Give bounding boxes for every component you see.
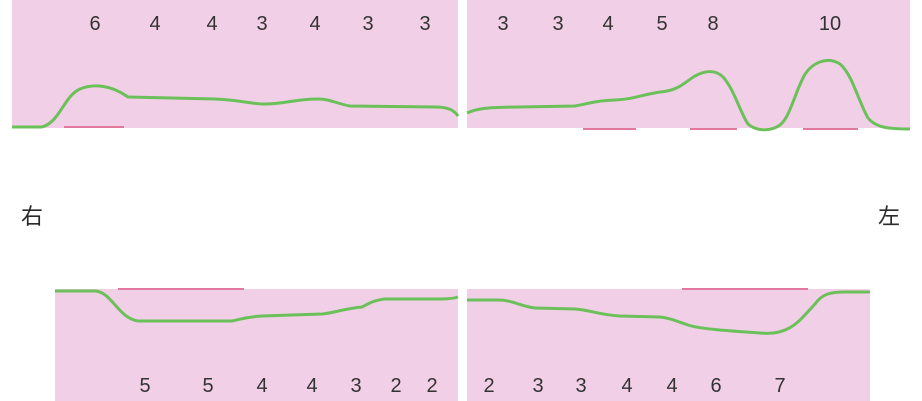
upper-right-number-4: 3 xyxy=(256,13,267,35)
panel-background xyxy=(12,0,458,128)
lower-right-number-5: 3 xyxy=(350,375,361,397)
lower-left-number-1: 2 xyxy=(483,375,494,397)
upper-right-number-6: 3 xyxy=(362,13,373,35)
upper-left-number-2: 3 xyxy=(552,13,563,35)
upper-right-number-5: 4 xyxy=(309,13,320,35)
panel-lower-left: 2 3 3 4 4 6 7 xyxy=(467,288,870,401)
lower-right-number-4: 4 xyxy=(306,375,317,397)
upper-left-number-4: 5 xyxy=(656,13,667,35)
lower-left-number-4: 4 xyxy=(621,375,632,397)
upper-left-number-5: 8 xyxy=(707,13,718,35)
upper-right-number-3: 4 xyxy=(206,13,217,35)
lower-right-number-6: 2 xyxy=(390,375,401,397)
panel-upper-right: 6 4 4 3 4 3 3 xyxy=(12,0,460,129)
upper-left-number-6: 10 xyxy=(819,13,841,35)
lower-left-number-2: 3 xyxy=(532,375,543,397)
upper-left-number-3: 4 xyxy=(602,13,613,35)
lower-right-number-1: 5 xyxy=(139,375,150,397)
lower-right-number-7: 2 xyxy=(426,375,437,397)
lower-left-number-5: 4 xyxy=(666,375,677,397)
panel-lower-right: 5 5 4 4 3 2 2 xyxy=(55,288,459,401)
side-label-left: 左 xyxy=(878,205,900,230)
panel-background xyxy=(467,0,910,128)
panel-upper-left: 3 3 4 5 8 10 xyxy=(466,0,911,132)
lower-right-number-2: 5 xyxy=(202,375,213,397)
gum-line xyxy=(12,84,460,129)
upper-left-number-1: 3 xyxy=(497,13,508,35)
lower-left-number-7: 7 xyxy=(774,375,785,397)
lower-right-number-3: 4 xyxy=(256,375,267,397)
lower-left-number-3: 3 xyxy=(575,375,586,397)
gum-line xyxy=(55,289,459,323)
panel-background xyxy=(55,289,458,401)
upper-right-number-2: 4 xyxy=(149,13,160,35)
gum-line xyxy=(467,290,870,335)
side-label-right: 右 xyxy=(21,205,43,230)
lower-left-number-6: 6 xyxy=(710,375,721,397)
upper-right-number-1: 6 xyxy=(89,13,100,35)
gum-line xyxy=(466,59,911,132)
upper-right-number-7: 3 xyxy=(419,13,430,35)
